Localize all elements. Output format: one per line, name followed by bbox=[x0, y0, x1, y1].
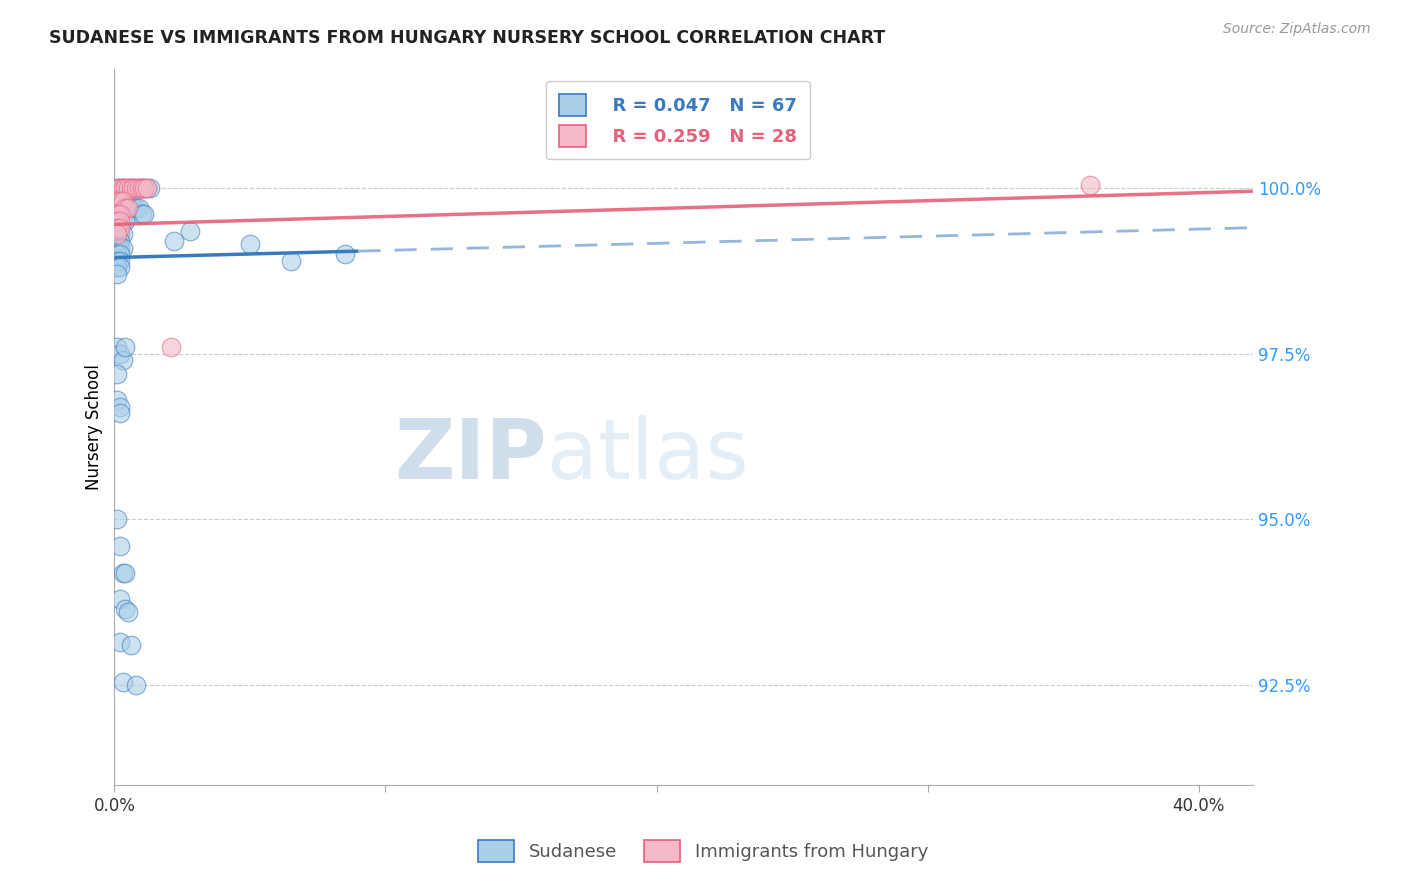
Point bbox=[280, 253, 302, 268]
Point bbox=[138, 181, 160, 195]
Point bbox=[114, 214, 136, 228]
Point bbox=[114, 181, 136, 195]
Text: atlas: atlas bbox=[547, 415, 749, 496]
Point bbox=[105, 393, 128, 408]
Point bbox=[163, 234, 186, 248]
Point bbox=[108, 207, 131, 221]
Point bbox=[105, 241, 128, 255]
Point bbox=[105, 247, 128, 261]
Point bbox=[117, 605, 139, 619]
Point bbox=[108, 635, 131, 649]
Point bbox=[108, 214, 131, 228]
Point bbox=[108, 253, 131, 268]
Point bbox=[111, 214, 134, 228]
Y-axis label: Nursery School: Nursery School bbox=[86, 364, 103, 490]
Point bbox=[105, 214, 128, 228]
Point bbox=[120, 639, 142, 653]
Point bbox=[134, 181, 156, 195]
Point bbox=[105, 207, 128, 221]
Point bbox=[117, 194, 139, 209]
Point bbox=[105, 512, 128, 526]
Text: ZIP: ZIP bbox=[395, 415, 547, 496]
Point bbox=[114, 566, 136, 580]
Point bbox=[108, 220, 131, 235]
Point bbox=[117, 181, 139, 195]
Point bbox=[239, 237, 262, 252]
Point bbox=[111, 194, 134, 209]
Point bbox=[134, 207, 156, 221]
Point bbox=[128, 181, 150, 195]
Point bbox=[114, 201, 136, 215]
Point bbox=[333, 247, 356, 261]
Point bbox=[136, 181, 159, 195]
Point bbox=[111, 227, 134, 242]
Point bbox=[105, 253, 128, 268]
Point bbox=[111, 181, 134, 195]
Point bbox=[108, 181, 131, 195]
Point bbox=[108, 194, 131, 209]
Text: SUDANESE VS IMMIGRANTS FROM HUNGARY NURSERY SCHOOL CORRELATION CHART: SUDANESE VS IMMIGRANTS FROM HUNGARY NURS… bbox=[49, 29, 886, 46]
Point bbox=[131, 181, 153, 195]
Point bbox=[105, 367, 128, 381]
Point bbox=[111, 566, 134, 580]
Point bbox=[114, 340, 136, 354]
Point bbox=[122, 201, 145, 215]
Point bbox=[105, 227, 128, 242]
Point bbox=[128, 181, 150, 195]
Point bbox=[108, 247, 131, 261]
Point bbox=[125, 181, 148, 195]
Legend:   R = 0.047   N = 67,   R = 0.259   N = 28: R = 0.047 N = 67, R = 0.259 N = 28 bbox=[546, 81, 810, 160]
Point bbox=[108, 539, 131, 553]
Point bbox=[114, 181, 136, 195]
Point bbox=[114, 194, 136, 209]
Point bbox=[1078, 178, 1101, 192]
Point bbox=[125, 181, 148, 195]
Point bbox=[179, 224, 201, 238]
Point bbox=[160, 340, 183, 354]
Point bbox=[105, 220, 128, 235]
Point bbox=[131, 181, 153, 195]
Point bbox=[114, 602, 136, 616]
Point bbox=[105, 181, 128, 195]
Point bbox=[108, 227, 131, 242]
Point bbox=[108, 234, 131, 248]
Point bbox=[125, 201, 148, 215]
Point bbox=[105, 181, 128, 195]
Point bbox=[108, 214, 131, 228]
Point bbox=[108, 406, 131, 420]
Point bbox=[108, 241, 131, 255]
Point bbox=[136, 181, 159, 195]
Point bbox=[117, 181, 139, 195]
Point bbox=[108, 181, 131, 195]
Point bbox=[122, 181, 145, 195]
Point bbox=[108, 400, 131, 414]
Text: Source: ZipAtlas.com: Source: ZipAtlas.com bbox=[1223, 22, 1371, 37]
Point bbox=[125, 678, 148, 692]
Point bbox=[105, 234, 128, 248]
Point bbox=[120, 181, 142, 195]
Point bbox=[122, 181, 145, 195]
Point bbox=[105, 267, 128, 281]
Point bbox=[111, 194, 134, 209]
Point bbox=[108, 260, 131, 275]
Point bbox=[134, 181, 156, 195]
Point bbox=[105, 194, 128, 209]
Point bbox=[120, 194, 142, 209]
Point bbox=[117, 201, 139, 215]
Point bbox=[111, 181, 134, 195]
Point bbox=[111, 675, 134, 690]
Point bbox=[105, 260, 128, 275]
Legend: Sudanese, Immigrants from Hungary: Sudanese, Immigrants from Hungary bbox=[471, 833, 935, 870]
Point bbox=[131, 207, 153, 221]
Point bbox=[108, 592, 131, 607]
Point bbox=[128, 201, 150, 215]
Point bbox=[120, 181, 142, 195]
Point bbox=[111, 241, 134, 255]
Point bbox=[111, 353, 134, 368]
Point bbox=[105, 340, 128, 354]
Point bbox=[108, 347, 131, 361]
